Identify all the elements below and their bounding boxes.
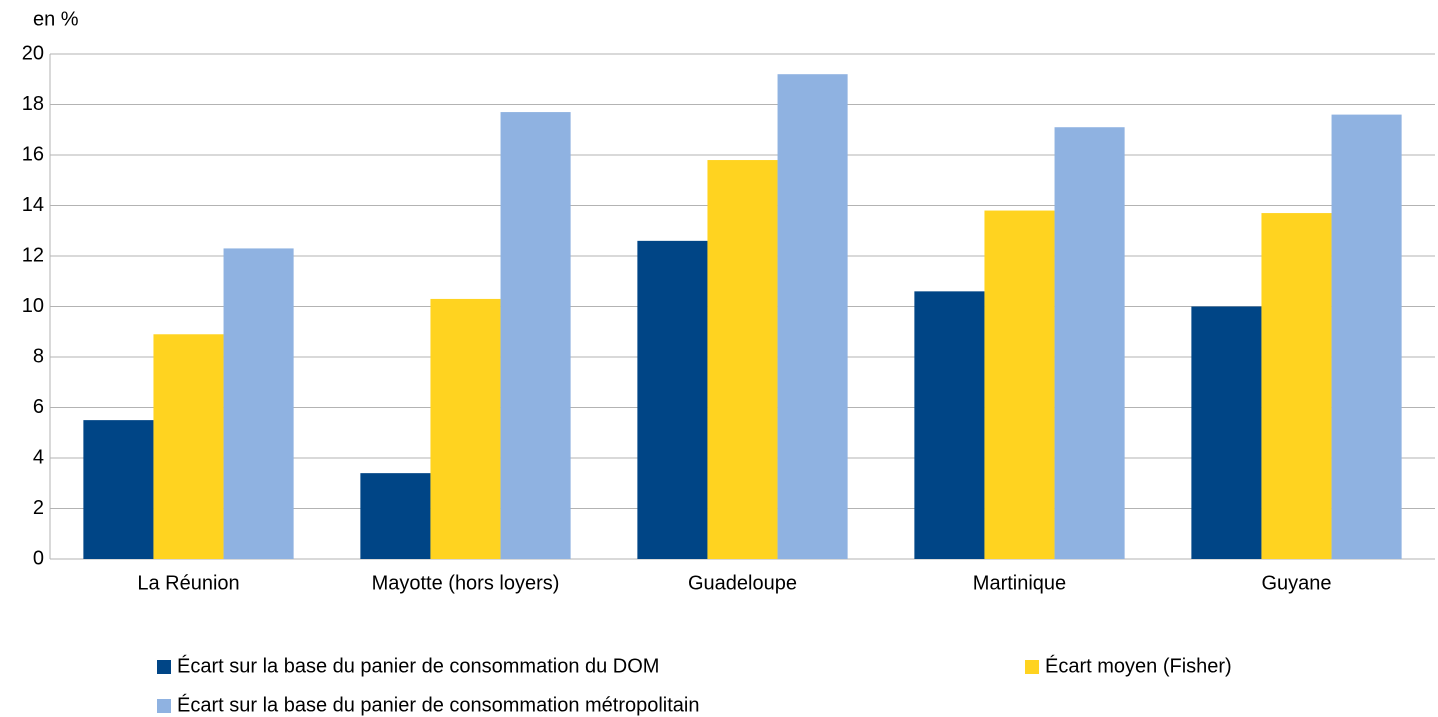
bar <box>223 248 294 560</box>
y-tick-label: 6 <box>33 396 44 418</box>
x-tick-label: Martinique <box>973 572 1066 594</box>
legend-swatch <box>1025 660 1039 674</box>
bar <box>1191 306 1262 559</box>
bar <box>500 112 571 559</box>
y-tick-label: 14 <box>22 194 44 216</box>
bar <box>1331 114 1402 559</box>
bar <box>777 74 848 559</box>
bar <box>153 334 224 559</box>
x-tick-label: Mayotte (hors loyers) <box>372 572 560 594</box>
bar <box>1261 213 1332 559</box>
y-tick-label: 8 <box>33 345 44 367</box>
bar <box>430 298 501 559</box>
y-tick-label: 2 <box>33 497 44 519</box>
y-tick-label: 18 <box>22 93 44 115</box>
x-tick-label: Guadeloupe <box>688 572 797 594</box>
y-tick-label: 4 <box>33 446 44 468</box>
legend-swatch <box>157 699 171 713</box>
legend-label: Écart moyen (Fisher) <box>1045 654 1232 677</box>
bar <box>83 420 154 559</box>
bar <box>984 210 1055 560</box>
y-axis-unit: en % <box>33 8 79 30</box>
x-tick-label: La Réunion <box>137 572 239 594</box>
y-tick-label: 12 <box>22 244 44 266</box>
bar <box>1054 127 1125 559</box>
y-tick-label: 0 <box>33 547 44 569</box>
y-tick-label: 16 <box>22 143 44 165</box>
y-tick-label: 10 <box>22 295 44 317</box>
bar <box>637 240 708 559</box>
legend-label: Écart sur la base du panier de consommat… <box>177 654 659 677</box>
legend-label: Écart sur la base du panier de consommat… <box>177 693 700 716</box>
legend-swatch <box>157 660 171 674</box>
bar <box>914 291 985 559</box>
bar <box>360 473 431 559</box>
y-tick-label: 20 <box>22 42 44 64</box>
bar <box>707 160 778 560</box>
x-tick-label: Guyane <box>1261 572 1331 594</box>
